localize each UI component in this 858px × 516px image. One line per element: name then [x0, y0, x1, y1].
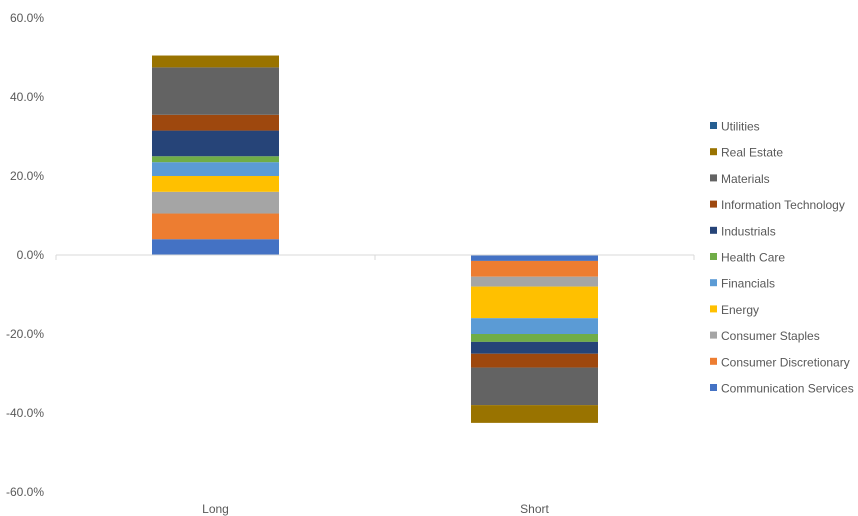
legend-swatch — [710, 174, 717, 182]
bar-segment-information-technology-short — [471, 353, 598, 368]
bar-segment-energy-short — [471, 286, 598, 319]
legend-swatch — [710, 122, 717, 129]
bar-segment-materials-short — [471, 367, 598, 406]
y-tick-label: 40.0% — [10, 90, 44, 104]
legend-swatch — [710, 331, 717, 339]
bar-segment-consumer-discretionary-short — [471, 260, 598, 277]
legend-label: Health Care — [721, 251, 785, 265]
legend-swatch — [710, 253, 717, 260]
bar-segment-real-estate-short — [471, 405, 598, 423]
y-tick-label: 20.0% — [10, 169, 44, 183]
bar-segment-materials-long — [152, 67, 279, 115]
bar-segment-financials-long — [152, 162, 279, 176]
bar-segment-consumer-staples-short — [471, 276, 598, 287]
legend-swatch — [710, 305, 717, 313]
legend-label: Materials — [721, 172, 770, 186]
x-axis-labels: Long Short — [202, 502, 549, 516]
legend-swatch — [710, 148, 717, 156]
bar-segment-consumer-staples-long — [152, 191, 279, 214]
y-tick-label: -40.0% — [6, 406, 44, 420]
legend-label: Real Estate — [721, 146, 783, 160]
y-tick-label: -60.0% — [6, 485, 44, 499]
bar-segment-health-care-long — [152, 156, 279, 163]
legend-swatch — [710, 200, 717, 208]
y-tick-label: 60.0% — [10, 11, 44, 25]
bar-segment-information-technology-long — [152, 114, 279, 131]
legend-label: Consumer Staples — [721, 329, 820, 343]
bar-segment-financials-short — [471, 318, 598, 334]
legend-label: Consumer Discretionary — [721, 355, 850, 369]
legend-label: Information Technology — [721, 198, 845, 212]
y-axis-labels: 60.0% 40.0% 20.0% 0.0% -20.0% -40.0% -60.0% — [6, 11, 44, 499]
bar-segment-real-estate-long — [152, 55, 279, 68]
legend: Utilities Real Estate Materials Information… — [710, 120, 854, 396]
bar-segment-communication-services-long — [152, 239, 279, 255]
bar-segment-industrials-long — [152, 130, 279, 157]
x-category-label: Short — [520, 502, 549, 516]
x-category-label: Long — [202, 502, 229, 516]
bar-segment-communication-services-short — [471, 255, 598, 261]
legend-swatch — [710, 226, 717, 234]
legend-label: Communication Services — [721, 382, 854, 396]
legend-label: Financials — [721, 277, 775, 291]
legend-label: Energy — [721, 303, 759, 317]
bar-segment-consumer-discretionary-long — [152, 213, 279, 240]
bar-segment-health-care-short — [471, 334, 598, 342]
bar-segment-energy-long — [152, 176, 279, 192]
legend-label: Utilities — [721, 120, 760, 134]
bar-segment-industrials-short — [471, 341, 598, 354]
legend-swatch — [710, 279, 717, 287]
y-tick-label: 0.0% — [17, 248, 45, 262]
legend-swatch — [710, 384, 717, 391]
y-tick-label: -20.0% — [6, 327, 44, 341]
bars — [152, 55, 598, 423]
legend-label: Industrials — [721, 224, 776, 238]
legend-swatch — [710, 357, 717, 365]
